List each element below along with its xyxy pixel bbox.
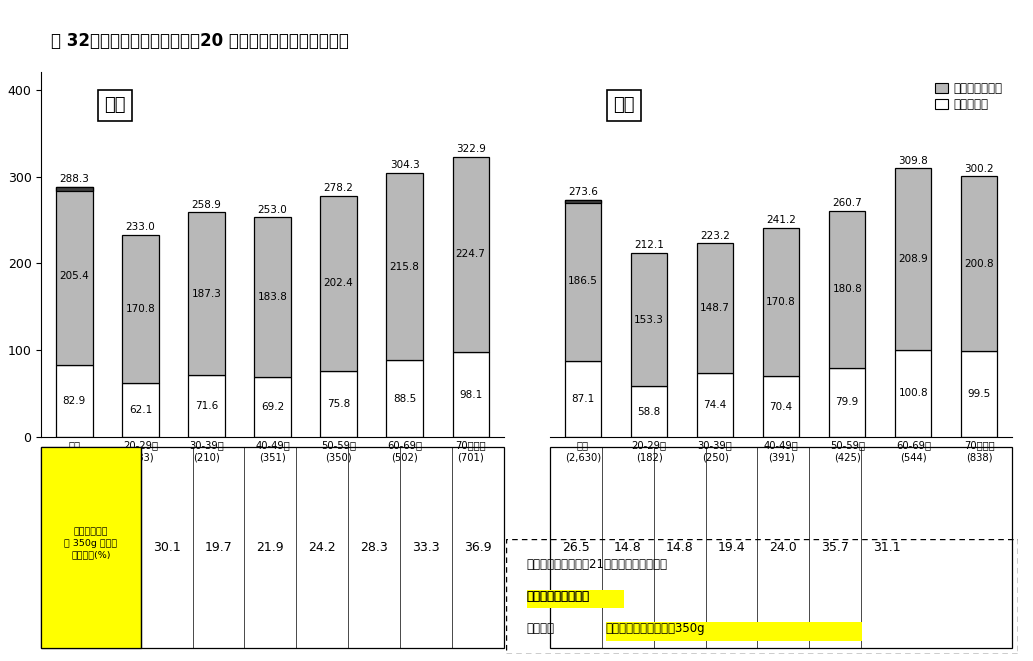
Text: 278.2: 278.2 [323, 183, 353, 193]
Text: 258.9: 258.9 [191, 200, 221, 210]
Legend: その他の野菜類, 緑黄色野菜: その他の野菜類, 緑黄色野菜 [932, 79, 1006, 114]
Text: 241.2: 241.2 [766, 215, 796, 225]
Text: 24.0: 24.0 [770, 541, 797, 554]
Text: 野菜の摄取量の増加: 野菜の摄取量の増加 [527, 590, 590, 603]
Bar [320, 196, 356, 371]
Bar [565, 200, 601, 362]
Text: 170.8: 170.8 [766, 297, 796, 307]
Text: 36.9: 36.9 [464, 541, 492, 554]
Text: 148.7: 148.7 [700, 303, 730, 313]
Bar [386, 173, 422, 360]
Text: 202.4: 202.4 [323, 278, 353, 288]
Text: （参考）「健康日本21（第二次）」の目標: （参考）「健康日本21（第二次）」の目標 [527, 558, 667, 570]
Bar [763, 228, 800, 376]
Bar [829, 211, 866, 368]
Text: 223.2: 223.2 [700, 231, 730, 241]
Text: 87.1: 87.1 [571, 395, 595, 405]
Bar [188, 212, 224, 375]
Text: 98.1: 98.1 [459, 389, 482, 399]
Text: 208.9: 208.9 [899, 254, 928, 264]
Text: 215.8: 215.8 [389, 262, 419, 272]
Bar [386, 360, 422, 437]
Text: 19.7: 19.7 [205, 541, 232, 554]
Text: 224.7: 224.7 [456, 249, 486, 259]
Text: 88.5: 88.5 [393, 394, 416, 404]
Text: 26.5: 26.5 [562, 541, 590, 554]
Text: 99.5: 99.5 [968, 389, 991, 399]
Bar [254, 217, 290, 377]
Bar [697, 373, 733, 437]
Text: 183.8: 183.8 [257, 292, 287, 302]
Text: 19.4: 19.4 [718, 541, 745, 554]
Text: 304.3: 304.3 [389, 161, 419, 171]
Bar [606, 622, 862, 641]
Text: 74.4: 74.4 [703, 400, 726, 410]
Text: 69.2: 69.2 [261, 402, 284, 412]
Bar [188, 375, 224, 437]
Text: 58.8: 58.8 [637, 407, 661, 416]
Bar [56, 365, 93, 437]
Bar [565, 362, 601, 437]
Text: 200.8: 200.8 [965, 258, 994, 268]
Text: 300.2: 300.2 [965, 164, 994, 174]
Text: 186.5: 186.5 [568, 276, 598, 286]
Text: 75.8: 75.8 [327, 399, 350, 409]
Bar [631, 386, 667, 437]
Bar [961, 176, 998, 351]
Text: 24.2: 24.2 [309, 541, 336, 554]
Bar [452, 157, 489, 352]
Text: 79.9: 79.9 [836, 397, 858, 407]
Text: 14.8: 14.8 [614, 541, 641, 554]
Text: 233.0: 233.0 [126, 222, 155, 232]
Text: 62.1: 62.1 [129, 405, 152, 415]
Bar [56, 187, 93, 191]
Text: 男性: 男性 [104, 97, 126, 114]
Bar [829, 368, 866, 437]
Text: 180.8: 180.8 [833, 284, 863, 294]
Text: 33.3: 33.3 [412, 541, 440, 554]
Text: 28.3: 28.3 [361, 541, 388, 554]
Text: 71.6: 71.6 [195, 401, 218, 411]
Bar [122, 383, 159, 437]
Text: 野菜の摄取量の増加: 野菜の摄取量の増加 [527, 590, 590, 603]
Text: 30.1: 30.1 [153, 541, 181, 554]
Text: 図 32　野菜摄取量の平均値（20 歳以上、性・年齢階級別）: 図 32 野菜摄取量の平均値（20 歳以上、性・年齢階級別） [51, 32, 349, 50]
Text: 260.7: 260.7 [833, 198, 863, 208]
Bar [56, 187, 93, 365]
Text: 205.4: 205.4 [60, 271, 89, 281]
Text: 82.9: 82.9 [63, 396, 86, 406]
Text: 288.3: 288.3 [60, 175, 89, 184]
Text: 野菜の摄取量
が 350g 以上の
者の割合(%): 野菜の摄取量 が 350g 以上の 者の割合(%) [64, 527, 118, 560]
Text: 70.4: 70.4 [770, 401, 792, 412]
Text: 187.3: 187.3 [191, 289, 221, 299]
Text: 253.0: 253.0 [257, 205, 287, 215]
Bar [763, 376, 800, 437]
Text: 322.9: 322.9 [456, 144, 486, 154]
Text: 35.7: 35.7 [821, 541, 849, 554]
Bar [565, 200, 601, 204]
Text: 目標値：: 目標値： [527, 623, 555, 635]
Bar [320, 371, 356, 437]
Text: 14.8: 14.8 [665, 541, 693, 554]
Bar [254, 377, 290, 437]
Bar [122, 235, 159, 383]
Bar [697, 243, 733, 373]
Text: 309.8: 309.8 [899, 155, 928, 165]
Text: 女性: 女性 [614, 97, 634, 114]
Bar [961, 351, 998, 437]
Text: 170.8: 170.8 [126, 304, 155, 314]
Bar [631, 253, 667, 386]
Bar [895, 350, 932, 437]
Text: 153.3: 153.3 [634, 315, 664, 325]
Text: 100.8: 100.8 [899, 389, 928, 399]
Text: 21.9: 21.9 [256, 541, 284, 554]
Bar [452, 352, 489, 437]
Text: 野菜摄取量の平均値　350g: 野菜摄取量の平均値 350g [606, 623, 706, 635]
Bar [41, 447, 140, 648]
Text: 212.1: 212.1 [634, 241, 664, 251]
Text: 31.1: 31.1 [873, 541, 901, 554]
Bar [895, 169, 932, 350]
Bar [527, 590, 624, 608]
Text: 273.6: 273.6 [568, 187, 598, 197]
